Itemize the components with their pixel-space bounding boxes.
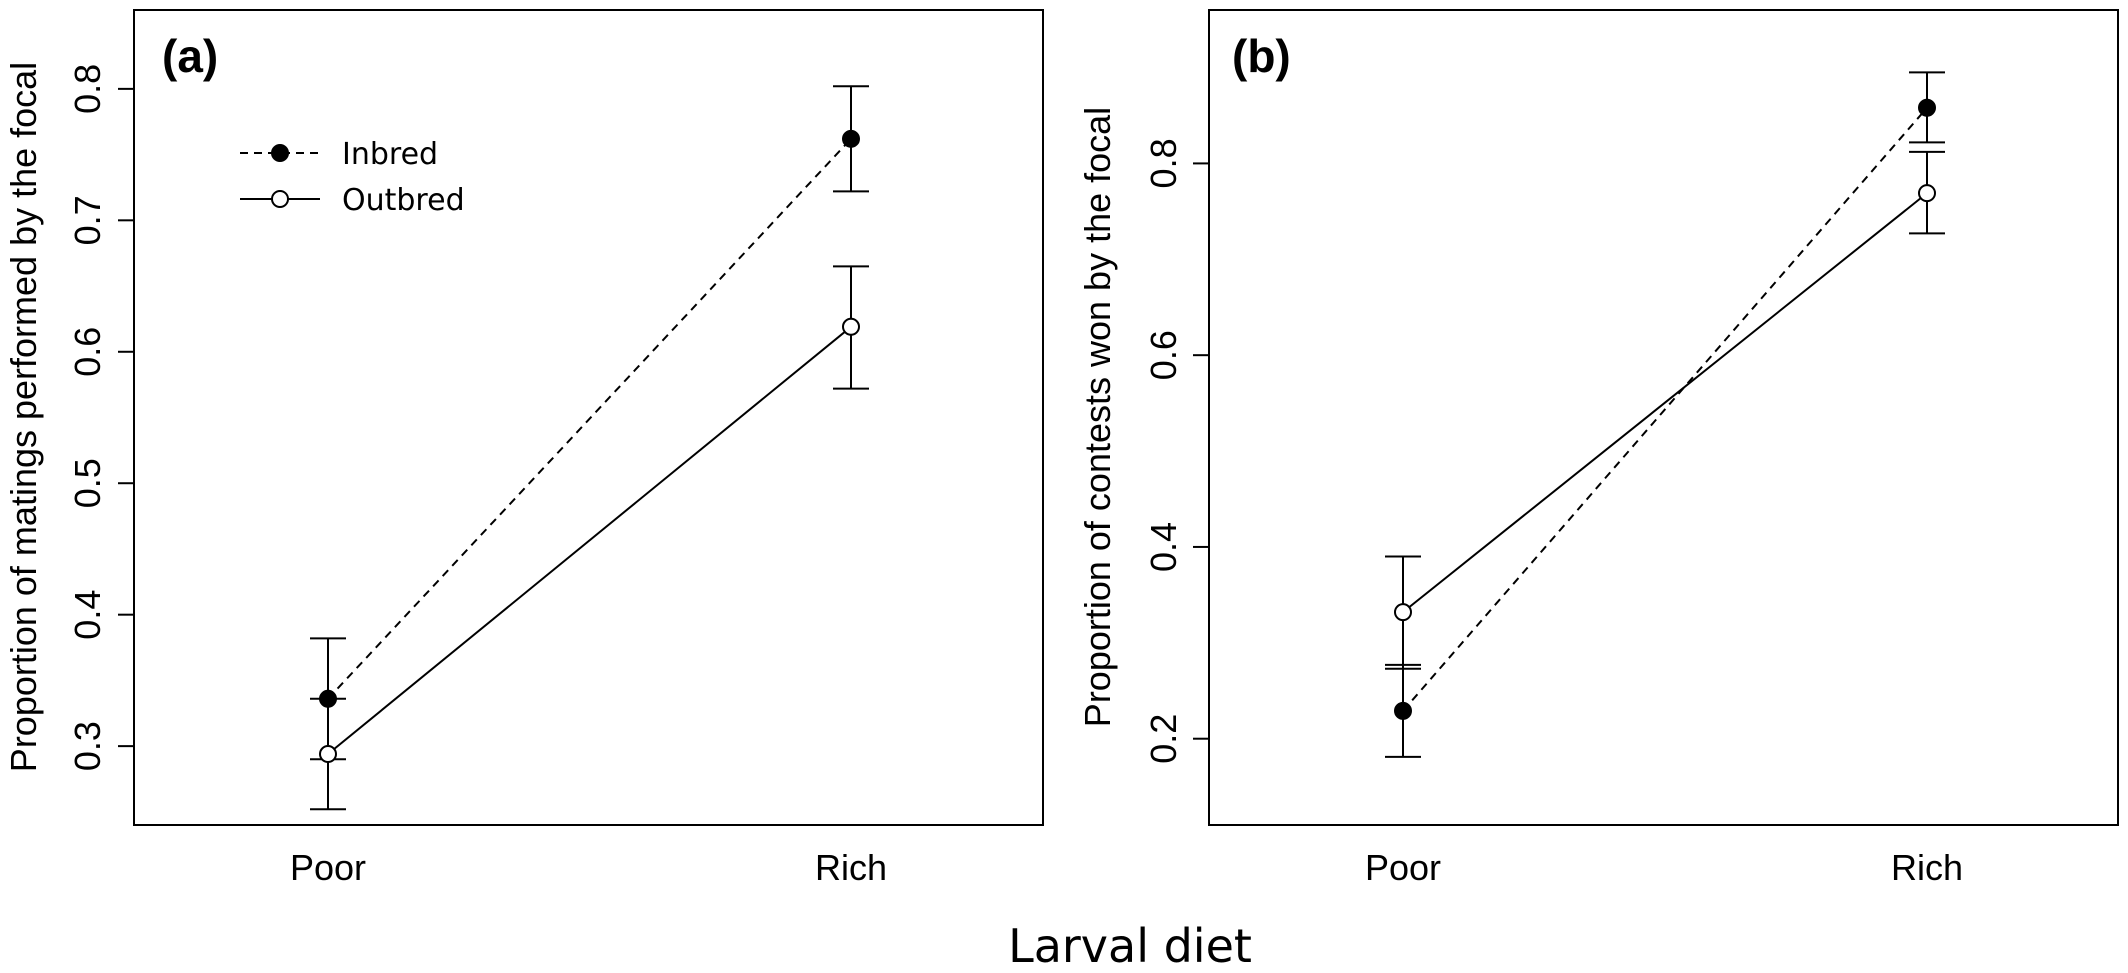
y-tick-label: 0.8 xyxy=(67,64,108,114)
x-axis-title: Larval diet xyxy=(1008,919,1252,973)
series-line xyxy=(327,138,852,700)
y-tick-label: 0.4 xyxy=(1143,522,1184,572)
data-point xyxy=(319,745,337,764)
plot-frame xyxy=(1208,9,2119,826)
y-tick-label: 0.2 xyxy=(1143,714,1184,764)
y-tick-label: 0.4 xyxy=(67,590,108,640)
data-point xyxy=(842,317,860,336)
series-line xyxy=(327,326,852,755)
x-category-label: Rich xyxy=(1891,847,1963,888)
legend-label: Outbred xyxy=(342,183,465,218)
legend-label: Inbred xyxy=(342,137,438,172)
y-tick-label: 0.7 xyxy=(67,195,108,245)
x-category-label: Poor xyxy=(1365,847,1441,888)
y-tick-label: 0.8 xyxy=(1143,138,1184,188)
data-point xyxy=(1394,603,1412,622)
legend-marker xyxy=(271,144,289,162)
y-tick-label: 0.5 xyxy=(67,458,108,508)
y-axis-title: Proportion of contests won by the focal xyxy=(1077,107,1118,727)
legend: Inbred Outbred xyxy=(240,137,465,218)
y-tick-label: 0.6 xyxy=(1143,330,1184,380)
data-point xyxy=(1918,184,1936,203)
data-point xyxy=(842,129,860,148)
data-point xyxy=(1918,98,1936,117)
series-line xyxy=(1402,107,1928,712)
x-category-label: Poor xyxy=(290,847,366,888)
plot-frame xyxy=(133,9,1044,826)
data-point xyxy=(319,689,337,708)
panel-a: (a) 0.3 0.4 0.5 0.6 0.7 0.8 Proportion of matin… xyxy=(3,9,1044,888)
y-tick-label: 0.3 xyxy=(67,721,108,771)
data-point xyxy=(1394,701,1412,720)
y-axis-title: Proportion of matings performed by the f… xyxy=(3,62,44,772)
panel-b: (b) 0.2 0.4 0.6 0.8 Proportion of contests wo… xyxy=(1077,9,2119,888)
series-line xyxy=(1402,192,1928,613)
legend-marker xyxy=(271,190,289,208)
x-category-label: Rich xyxy=(815,847,887,888)
y-tick-label: 0.6 xyxy=(67,327,108,377)
panel-label: (b) xyxy=(1232,30,1291,82)
panel-label: (a) xyxy=(162,30,218,82)
